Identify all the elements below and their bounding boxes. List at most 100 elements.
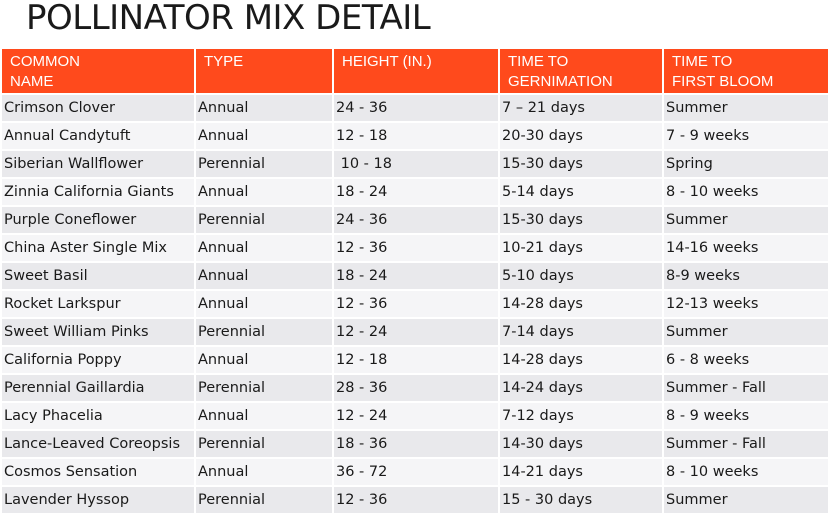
cell-common-name: Zinnia California Giants (2, 179, 194, 205)
cell-germination-time: 15-30 days (500, 151, 662, 177)
cell-common-name: Perennial Gaillardia (2, 375, 194, 401)
cell-common-name: Siberian Wallflower (2, 151, 194, 177)
cell-height: 12 - 36 (334, 487, 498, 513)
cell-first-bloom: 8-9 weeks (664, 263, 828, 289)
cell-first-bloom: 8 - 10 weeks (664, 179, 828, 205)
cell-common-name: Sweet William Pinks (2, 319, 194, 345)
table-row: Purple Coneflower Perennial 24 - 36 15-30 d… (2, 207, 828, 233)
table-row: Cosmos Sensation Annual 36 - 72 14-21 days 8… (2, 459, 828, 485)
cell-type: Annual (196, 403, 332, 429)
cell-height: 28 - 36 (334, 375, 498, 401)
cell-first-bloom: 7 - 9 weeks (664, 123, 828, 149)
cell-germination-time: 20-30 days (500, 123, 662, 149)
cell-germination-time: 14-28 days (500, 347, 662, 373)
cell-common-name: Sweet Basil (2, 263, 194, 289)
cell-common-name: Rocket Larkspur (2, 291, 194, 317)
cell-first-bloom: Summer - Fall (664, 431, 828, 457)
cell-type: Annual (196, 95, 332, 121)
cell-germination-time: 7-12 days (500, 403, 662, 429)
cell-height: 12 - 18 (334, 123, 498, 149)
header-label-line: NAME (10, 73, 54, 90)
header-height: HEIGHT (IN.) (334, 49, 498, 93)
cell-germination-time: 15 - 30 days (500, 487, 662, 513)
cell-germination-time: 5-10 days (500, 263, 662, 289)
page-title: POLLINATOR MIX DETAIL (26, 0, 431, 38)
cell-common-name: Lance-Leaved Coreopsis (2, 431, 194, 457)
cell-first-bloom: 8 - 10 weeks (664, 459, 828, 485)
cell-germination-time: 15-30 days (500, 207, 662, 233)
table-row: Sweet Basil Annual 18 - 24 5-10 days 8-9 wee… (2, 263, 828, 289)
cell-germination-time: 10-21 days (500, 235, 662, 261)
cell-type: Annual (196, 123, 332, 149)
cell-first-bloom: 6 - 8 weeks (664, 347, 828, 373)
cell-height: 18 - 24 (334, 263, 498, 289)
cell-height: 12 - 36 (334, 235, 498, 261)
cell-height: 36 - 72 (334, 459, 498, 485)
cell-height: 12 - 18 (334, 347, 498, 373)
header-label-line: FIRST BLOOM (672, 73, 774, 90)
cell-common-name: Lavender Hyssop (2, 487, 194, 513)
cell-type: Annual (196, 459, 332, 485)
table-body: Crimson Clover Annual 24 - 36 7 – 21 days Su… (2, 95, 828, 513)
header-common-name: COMMON NAME (2, 49, 194, 93)
cell-common-name: Cosmos Sensation (2, 459, 194, 485)
table-row: Sweet William Pinks Perennial 12 - 24 7-14 … (2, 319, 828, 345)
cell-type: Annual (196, 347, 332, 373)
cell-germination-time: 14-21 days (500, 459, 662, 485)
table-row: China Aster Single Mix Annual 12 - 36 10-21… (2, 235, 828, 261)
cell-common-name: Purple Coneflower (2, 207, 194, 233)
cell-germination-time: 7-14 days (500, 319, 662, 345)
table-row: Lance-Leaved Coreopsis Perennial 18 - 36 14… (2, 431, 828, 457)
table-row: Lavender Hyssop Perennial 12 - 36 15 - 30 d… (2, 487, 828, 513)
cell-height: 12 - 24 (334, 403, 498, 429)
cell-common-name: China Aster Single Mix (2, 235, 194, 261)
cell-type: Perennial (196, 207, 332, 233)
cell-first-bloom: Spring (664, 151, 828, 177)
cell-germination-time: 14-30 days (500, 431, 662, 457)
cell-first-bloom: 14-16 weeks (664, 235, 828, 261)
table-row: Perennial Gaillardia Perennial 28 - 36 14-2… (2, 375, 828, 401)
cell-type: Perennial (196, 487, 332, 513)
table-row: Siberian Wallflower Perennial 10 - 18 15-3… (2, 151, 828, 177)
table-header-row: COMMON NAME TYPE HEIGHT (IN.) TIME TO GERNIMA… (2, 49, 828, 93)
table-row: California Poppy Annual 12 - 18 14-28 days 6… (2, 347, 828, 373)
table-row: Annual Candytuft Annual 12 - 18 20-30 days 7… (2, 123, 828, 149)
cell-first-bloom: Summer - Fall (664, 375, 828, 401)
cell-height: 24 - 36 (334, 207, 498, 233)
header-label-line: TYPE (204, 53, 244, 70)
header-label-line: TIME TO (508, 53, 569, 70)
header-label-line: HEIGHT (IN.) (342, 53, 432, 70)
cell-common-name: Annual Candytuft (2, 123, 194, 149)
table-row: Lacy Phacelia Annual 12 - 24 7-12 days 8 - 9… (2, 403, 828, 429)
header-time-to-first-bloom: TIME TO FIRST BLOOM (664, 49, 828, 93)
cell-germination-time: 5-14 days (500, 179, 662, 205)
cell-height: 10 - 18 (334, 151, 498, 177)
cell-first-bloom: Summer (664, 207, 828, 233)
cell-height: 24 - 36 (334, 95, 498, 121)
cell-type: Perennial (196, 319, 332, 345)
cell-germination-time: 7 – 21 days (500, 95, 662, 121)
table-row: Rocket Larkspur Annual 12 - 36 14-28 days 12… (2, 291, 828, 317)
cell-height: 12 - 36 (334, 291, 498, 317)
header-label-line: COMMON (10, 53, 80, 70)
cell-type: Annual (196, 263, 332, 289)
cell-type: Perennial (196, 375, 332, 401)
cell-first-bloom: 12-13 weeks (664, 291, 828, 317)
cell-common-name: Crimson Clover (2, 95, 194, 121)
pollinator-mix-table: COMMON NAME TYPE HEIGHT (IN.) TIME TO GERNIMA… (0, 47, 828, 515)
header-time-to-germination: TIME TO GERNIMATION (500, 49, 662, 93)
cell-first-bloom: Summer (664, 319, 828, 345)
header-label-line: TIME TO (672, 53, 733, 70)
cell-type: Perennial (196, 151, 332, 177)
cell-germination-time: 14-28 days (500, 291, 662, 317)
cell-first-bloom: Summer (664, 487, 828, 513)
header-type: TYPE (196, 49, 332, 93)
cell-first-bloom: 8 - 9 weeks (664, 403, 828, 429)
cell-height: 18 - 24 (334, 179, 498, 205)
cell-common-name: Lacy Phacelia (2, 403, 194, 429)
cell-height: 12 - 24 (334, 319, 498, 345)
cell-germination-time: 14-24 days (500, 375, 662, 401)
cell-type: Perennial (196, 431, 332, 457)
cell-type: Annual (196, 235, 332, 261)
cell-common-name: California Poppy (2, 347, 194, 373)
